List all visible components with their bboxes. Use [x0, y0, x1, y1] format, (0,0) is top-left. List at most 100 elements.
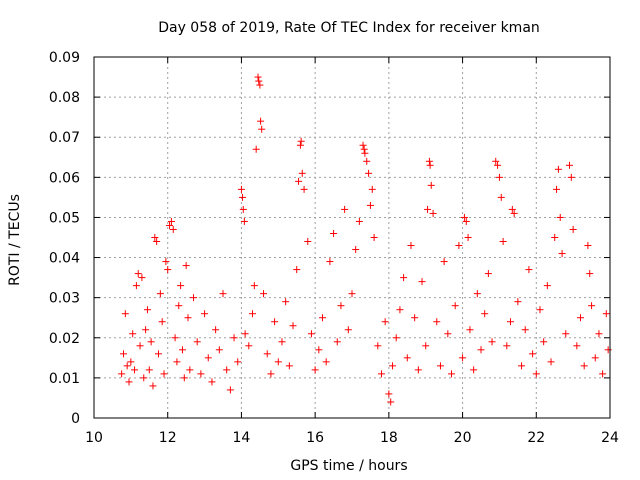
- data-point: [451, 302, 459, 310]
- data-point: [127, 358, 135, 366]
- y-tick-label: 0.08: [49, 90, 80, 106]
- data-point: [567, 173, 575, 181]
- data-point: [341, 205, 349, 213]
- x-tick-label: 12: [159, 430, 177, 446]
- data-point: [470, 366, 478, 374]
- data-point: [427, 181, 435, 189]
- data-point: [426, 161, 434, 169]
- data-point: [529, 350, 537, 358]
- data-point: [494, 161, 502, 169]
- data-point: [118, 370, 126, 378]
- x-tick-label: 16: [306, 430, 324, 446]
- data-point: [147, 338, 155, 346]
- data-point: [558, 250, 566, 258]
- data-point: [448, 370, 456, 378]
- data-point: [134, 270, 142, 278]
- data-point: [190, 294, 198, 302]
- data-point: [385, 390, 393, 398]
- data-point: [171, 334, 179, 342]
- data-point: [230, 334, 238, 342]
- data-point: [119, 350, 127, 358]
- data-point: [239, 205, 247, 213]
- data-point: [424, 205, 432, 213]
- data-point: [352, 246, 360, 254]
- data-point: [307, 330, 315, 338]
- data-point: [547, 358, 555, 366]
- data-point: [166, 221, 174, 229]
- data-point: [459, 354, 467, 362]
- data-point: [440, 258, 448, 266]
- y-axis-label: ROTI / TECUs: [7, 194, 23, 286]
- data-point: [604, 346, 612, 354]
- data-point: [223, 366, 231, 374]
- data-point: [142, 326, 150, 334]
- y-tick-label: 0.05: [49, 210, 80, 226]
- y-tick-labels: 0 0.01 0.02 0.03 0.04 0.05 0.06 0.07 0.08 0.09: [49, 50, 80, 427]
- data-point: [556, 213, 564, 221]
- y-tick-label: 0.09: [49, 50, 80, 66]
- data-point: [304, 238, 312, 246]
- data-point: [414, 366, 422, 374]
- data-point: [140, 374, 148, 382]
- data-point: [573, 342, 581, 350]
- data-point: [319, 314, 327, 322]
- data-point: [473, 290, 481, 298]
- data-point: [588, 302, 596, 310]
- x-tick-labels: 10 12 14 16 18 20 22 24: [85, 430, 619, 446]
- data-point: [315, 346, 323, 354]
- data-point: [595, 330, 603, 338]
- data-point: [178, 346, 186, 354]
- data-point: [234, 358, 242, 366]
- data-point: [361, 149, 369, 157]
- data-point: [344, 326, 352, 334]
- data-point: [370, 234, 378, 241]
- data-point: [250, 282, 258, 290]
- data-point: [365, 169, 373, 177]
- data-point: [565, 161, 573, 169]
- data-point: [492, 157, 500, 165]
- data-point: [499, 238, 507, 246]
- data-point: [156, 290, 164, 298]
- data-point: [540, 338, 548, 346]
- data-point: [184, 314, 192, 322]
- data-point: [254, 73, 262, 81]
- data-point: [212, 326, 220, 334]
- data-point: [175, 302, 183, 310]
- y-tick-label: 0.03: [49, 291, 80, 307]
- data-point: [173, 358, 181, 366]
- x-tick-label: 24: [601, 430, 619, 446]
- data-point: [495, 173, 503, 181]
- data-point: [355, 217, 363, 225]
- data-point: [411, 314, 419, 322]
- x-tick-label: 10: [85, 430, 103, 446]
- data-point: [518, 362, 526, 370]
- data-point: [403, 354, 411, 362]
- data-point: [226, 386, 234, 394]
- data-point: [333, 338, 341, 346]
- data-point: [508, 205, 516, 213]
- data-point: [282, 298, 290, 306]
- data-point: [359, 141, 367, 149]
- data-point: [484, 270, 492, 278]
- data-point: [363, 157, 371, 165]
- y-tick-label: 0: [71, 411, 80, 427]
- data-point: [285, 362, 293, 370]
- data-point: [514, 298, 522, 306]
- data-point: [241, 330, 249, 338]
- data-point: [257, 117, 265, 125]
- data-point: [125, 378, 133, 386]
- data-point: [260, 290, 268, 298]
- data-point: [536, 306, 544, 314]
- data-point: [392, 334, 400, 342]
- data-point: [337, 302, 345, 310]
- x-tick-label: 20: [454, 430, 472, 446]
- data-point: [123, 362, 131, 370]
- data-point: [481, 310, 489, 318]
- data-point: [129, 330, 137, 338]
- data-point: [387, 398, 395, 406]
- data-point: [436, 362, 444, 370]
- data-point: [366, 201, 374, 209]
- y-tick-label: 0.02: [49, 331, 80, 347]
- data-point: [295, 177, 303, 185]
- data-point: [400, 274, 408, 282]
